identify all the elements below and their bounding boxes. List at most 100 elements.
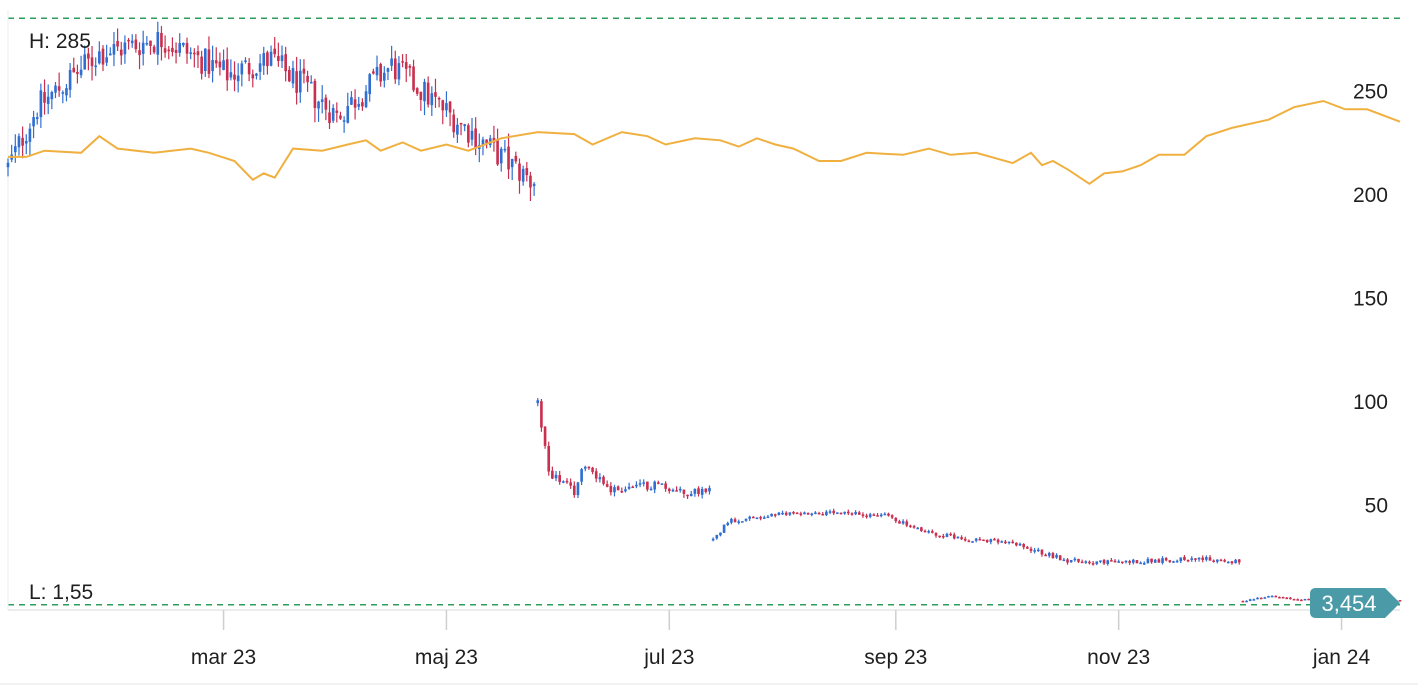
candle [415,87,419,96]
candle [1303,598,1307,601]
candle [90,45,94,81]
candle [1183,555,1186,561]
candle [572,481,576,498]
candle-body [288,69,291,82]
candle [492,125,496,152]
candle [419,91,423,111]
candle-body [171,47,174,52]
candle [35,112,39,125]
candle [295,56,298,105]
candle [266,50,269,75]
candle [445,91,448,117]
candle [960,535,963,541]
candle [372,68,375,75]
candle-body [1226,561,1230,564]
candle-body [467,125,470,143]
candle [364,85,368,109]
candle-body [211,60,214,72]
y-axis-ticks: 50 100 150 200 250 [1353,81,1388,518]
candle-body [1194,558,1197,560]
candle [956,536,960,539]
candle [408,64,412,77]
candle-body [401,61,404,63]
candle [236,63,240,93]
candle-body [605,484,609,487]
candle-body [941,535,945,538]
candle [510,158,514,181]
candle-body [437,97,441,100]
candle-body [17,136,21,148]
x-tick-label: mar 23 [191,646,256,669]
candle [1044,553,1047,557]
candle-body [1153,559,1157,563]
candle-body [28,128,32,142]
candle [108,47,112,56]
candle-body [1270,595,1274,598]
candle-body [551,470,554,479]
candle [1084,560,1088,564]
candle [901,519,905,525]
candle [755,517,759,520]
candle-body [499,148,503,164]
candle-body [671,489,675,492]
candle-body [540,401,543,428]
candle-body [302,68,306,74]
candle [675,486,678,492]
candle-body [697,488,700,494]
candle [313,78,317,123]
candle-body [229,72,233,78]
candle-body [247,63,251,75]
candle-body [653,481,656,490]
candle [583,465,587,472]
candle [1139,561,1142,565]
candle-body [1146,558,1150,564]
candle [251,69,255,88]
candle [130,34,134,48]
candle-body [1000,541,1004,543]
candle [967,539,971,543]
candle [50,90,54,110]
candle-body [1066,559,1069,563]
candle-body [890,515,894,518]
candle [1226,561,1230,564]
candle-body [258,63,262,72]
candle-body [456,124,459,135]
candle-body [87,53,90,59]
candle [145,36,149,46]
candle-body [770,513,773,517]
y-tick-label: 50 [1365,494,1388,517]
candle [306,70,309,92]
candle-body [83,54,87,70]
candle [404,53,408,83]
candle [423,78,426,116]
candle-body [1113,560,1117,563]
candle-body [459,122,463,125]
candle [112,32,116,67]
candle-body [839,512,843,515]
candle-body [331,108,335,121]
candle [302,59,306,84]
candle [1197,557,1201,562]
candle-body [635,484,638,487]
candle [821,512,825,516]
candle [496,128,499,166]
candle-body [357,103,361,107]
candle-body [1208,557,1212,561]
candle-body [1230,561,1234,564]
candle-body [24,140,28,144]
candle-body [167,49,171,52]
candle [32,110,35,139]
candle-body [909,525,912,528]
candle-body [1117,561,1120,563]
candle [247,58,251,82]
candle-body [971,541,974,543]
candle [361,98,364,111]
candle [945,532,949,538]
candle-body [156,31,160,55]
candle-body [105,57,108,63]
candle [876,512,879,517]
candle-body [255,73,258,76]
candle [1278,596,1281,599]
candle [1172,560,1175,564]
candle [437,96,441,108]
